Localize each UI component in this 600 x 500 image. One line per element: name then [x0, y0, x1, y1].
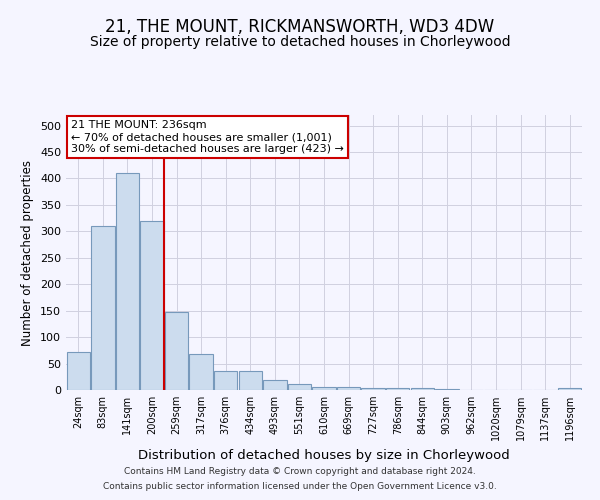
Text: 21 THE MOUNT: 236sqm
← 70% of detached houses are smaller (1,001)
30% of semi-de: 21 THE MOUNT: 236sqm ← 70% of detached h… — [71, 120, 344, 154]
Bar — [361, 388, 385, 390]
Bar — [67, 352, 90, 390]
Bar — [91, 226, 115, 390]
Bar — [386, 388, 409, 390]
Bar — [165, 312, 188, 390]
Bar — [337, 387, 360, 390]
Text: Contains HM Land Registry data © Crown copyright and database right 2024.: Contains HM Land Registry data © Crown c… — [124, 467, 476, 476]
Bar — [140, 221, 164, 390]
Bar — [214, 371, 238, 390]
Bar — [263, 380, 287, 390]
Bar — [313, 387, 335, 390]
Bar — [410, 388, 434, 390]
Bar — [116, 173, 139, 390]
Bar — [288, 384, 311, 390]
Y-axis label: Number of detached properties: Number of detached properties — [22, 160, 34, 346]
Bar — [558, 388, 581, 390]
Bar — [239, 371, 262, 390]
X-axis label: Distribution of detached houses by size in Chorleywood: Distribution of detached houses by size … — [138, 448, 510, 462]
Text: Contains public sector information licensed under the Open Government Licence v3: Contains public sector information licen… — [103, 482, 497, 491]
Text: Size of property relative to detached houses in Chorleywood: Size of property relative to detached ho… — [89, 35, 511, 49]
Text: 21, THE MOUNT, RICKMANSWORTH, WD3 4DW: 21, THE MOUNT, RICKMANSWORTH, WD3 4DW — [106, 18, 494, 36]
Bar — [190, 354, 213, 390]
